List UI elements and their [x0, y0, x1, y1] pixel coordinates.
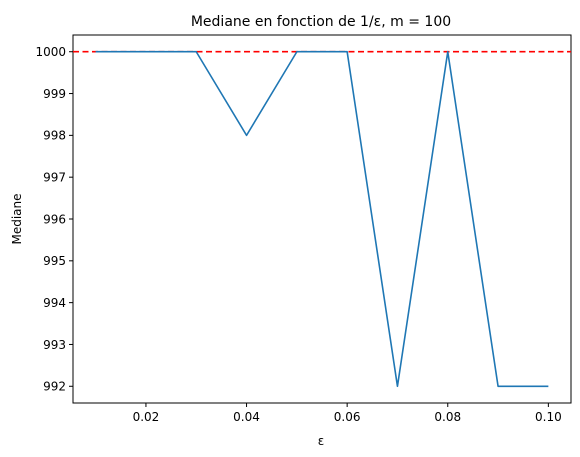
y-axis-ticks: 992 993 994 995 996 997 998 999 1000 [35, 45, 73, 394]
y-tick-label: 996 [43, 212, 66, 226]
x-tick-label: 0.04 [233, 410, 260, 424]
y-tick-label: 993 [43, 338, 66, 352]
y-tick-label: 998 [43, 129, 66, 143]
x-tick-label: 0.08 [434, 410, 461, 424]
chart-title: Mediane en fonction de 1/ε, m = 100 [191, 14, 451, 30]
series-line-0 [95, 50, 549, 388]
y-tick-label: 995 [43, 254, 66, 268]
y-tick-label: 994 [43, 296, 66, 310]
y-axis-label: Mediane [10, 193, 24, 244]
y-tick-label: 1000 [35, 45, 66, 59]
y-tick-label: 999 [43, 87, 66, 101]
x-tick-label: 0.06 [334, 410, 361, 424]
y-tick-label: 997 [43, 170, 66, 184]
y-tick-label: 992 [43, 380, 66, 394]
plot-area: 0.02 0.04 0.06 0.08 0.10 9929939949959969979… [35, 34, 572, 424]
series-lines [95, 50, 549, 388]
x-tick-label: 0.02 [133, 410, 160, 424]
x-axis-label: ε [318, 434, 325, 448]
x-tick-label: 0.10 [535, 410, 562, 424]
x-axis-ticks: 0.02 0.04 0.06 0.08 0.10 [133, 403, 562, 424]
